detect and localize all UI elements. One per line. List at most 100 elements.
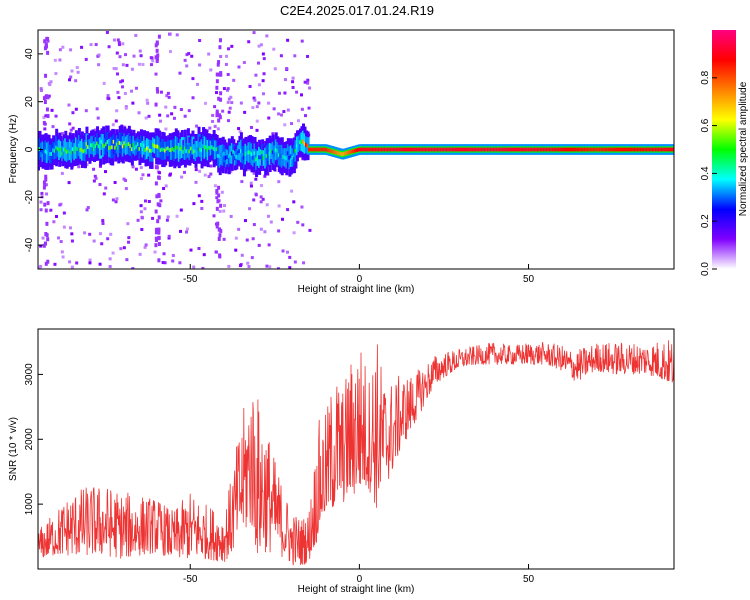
noise-pixel	[106, 237, 110, 241]
ridge-core	[633, 147, 637, 152]
ridge-core	[323, 147, 327, 152]
noise-pixel	[44, 114, 48, 118]
ridge-core	[341, 152, 345, 157]
ridge-core	[138, 146, 142, 151]
spectrogram-marks	[38, 30, 674, 269]
ridge-core	[489, 147, 493, 152]
ridge-core	[567, 147, 570, 152]
noise-pixel	[254, 193, 258, 197]
ridge-core	[524, 147, 528, 152]
ridge-core	[492, 147, 496, 152]
noise-pixel	[158, 113, 162, 117]
noise-pixel	[156, 53, 160, 58]
noise-pixel	[194, 180, 198, 184]
noise-pixel	[211, 113, 215, 117]
noise-pixel	[134, 167, 138, 171]
noise-pixel	[166, 91, 170, 95]
ridge-core	[117, 146, 121, 150]
ridge-core	[386, 147, 390, 152]
noise-pixel	[291, 76, 295, 80]
noise-pixel	[111, 251, 115, 255]
noise-pixel	[191, 77, 195, 81]
noise-pixel	[158, 119, 162, 123]
ridge-core	[459, 147, 463, 152]
noise-pixel	[269, 220, 273, 224]
noise-pixel	[122, 246, 126, 250]
noise-pixel	[45, 233, 49, 238]
noise-pixel	[165, 94, 169, 98]
ridge-core	[498, 147, 502, 152]
noise-pixel	[226, 100, 230, 104]
noise-pixel	[188, 133, 192, 137]
noise-pixel	[215, 113, 219, 118]
noise-pixel	[217, 60, 221, 65]
noise-pixel	[43, 39, 47, 44]
noise-pixel	[222, 237, 226, 241]
noise-pixel	[221, 109, 225, 113]
noise-pixel	[156, 89, 160, 94]
noise-pixel	[178, 71, 182, 75]
ridge-core	[215, 147, 219, 152]
ridge-core	[315, 147, 319, 152]
ridge-core	[647, 147, 651, 152]
ridge-core	[86, 145, 90, 150]
ridge-core	[53, 148, 57, 153]
ridge-core	[336, 151, 340, 155]
ridge-core	[159, 148, 163, 153]
ridge-core	[403, 147, 407, 152]
ridge-core	[603, 147, 607, 152]
noise-pixel	[97, 63, 101, 67]
ridge-core	[324, 147, 328, 152]
noise-pixel	[217, 227, 221, 232]
noise-pixel	[257, 83, 261, 87]
noise-pixel	[61, 255, 65, 259]
noise-pixel	[131, 165, 135, 169]
ridge-core	[65, 150, 69, 154]
noise-pixel	[185, 230, 189, 234]
ridge-core	[429, 147, 433, 152]
noise-pixel	[155, 165, 159, 170]
ridge-core	[641, 147, 645, 152]
ridge-core	[153, 144, 157, 148]
noise-pixel	[39, 87, 43, 91]
noise-pixel	[166, 215, 170, 219]
noise-pixel	[273, 67, 277, 71]
noise-pixel	[100, 242, 104, 246]
noise-pixel	[191, 96, 195, 100]
noise-pixel	[69, 75, 73, 79]
ridge-core	[668, 147, 672, 152]
noise-pixel	[149, 63, 153, 67]
ridge-core	[111, 145, 115, 150]
colorbar-tick-label: 0.4	[700, 166, 711, 180]
ridge-core	[448, 147, 452, 152]
ridge-core	[139, 142, 143, 147]
ridge-core	[49, 152, 53, 156]
noise-pixel	[178, 261, 182, 265]
x-tick-label: 0	[357, 274, 363, 285]
ridge-core	[203, 145, 207, 150]
noise-pixel	[94, 176, 98, 180]
ridge-core	[311, 147, 315, 152]
ridge-core	[509, 147, 513, 152]
ridge-core	[582, 147, 586, 152]
noise-pixel	[240, 253, 244, 257]
ridge-core	[186, 144, 190, 149]
ridge-core	[333, 150, 337, 155]
noise-pixel	[70, 265, 74, 269]
y-tick-label: -40	[24, 237, 35, 252]
noise-pixel	[234, 248, 238, 252]
ridge-core	[447, 147, 451, 152]
snr-x-ticks: -50 0 50	[183, 564, 535, 585]
noise-pixel	[139, 54, 143, 58]
noise-pixel	[121, 85, 125, 89]
noise-pixel	[226, 87, 230, 91]
noise-pixel	[217, 193, 221, 198]
ridge-core	[199, 147, 203, 152]
noise-pixel	[98, 164, 102, 168]
noise-pixel	[84, 57, 88, 61]
ridge-core	[623, 147, 627, 152]
ridge-core	[526, 147, 530, 152]
snr-panel: -50 0 50 1000 2000 3000 Height of straight l…	[8, 328, 675, 595]
ridge-core	[639, 147, 643, 152]
ridge-core	[662, 147, 666, 152]
